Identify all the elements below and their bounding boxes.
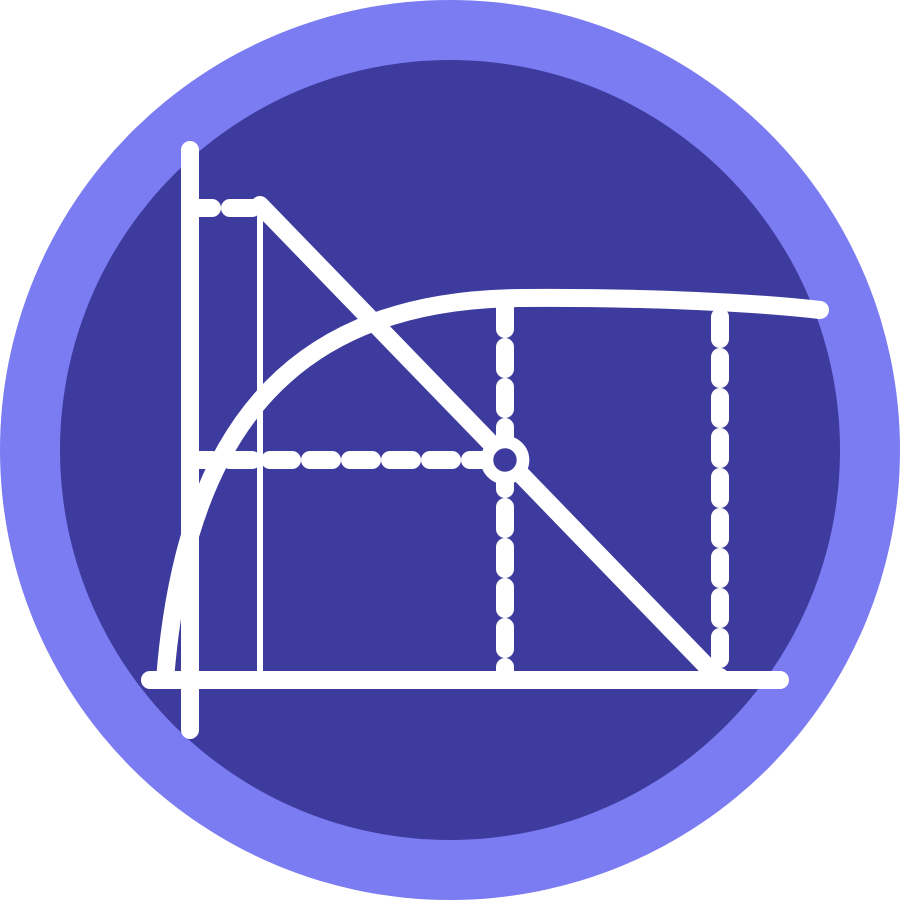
economics-graph-icon	[0, 0, 900, 900]
intersection-point-marker	[487, 442, 523, 478]
